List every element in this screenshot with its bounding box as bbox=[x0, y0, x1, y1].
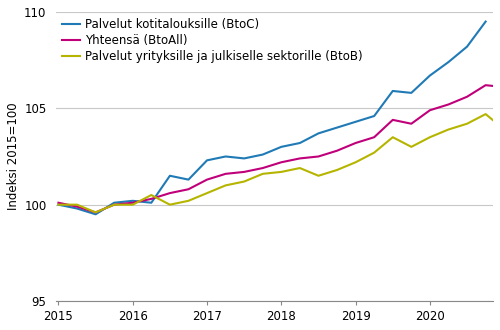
Palvelut yrityksille ja julkiselle sektorille (BtoB) bbox=[186, 199, 192, 203]
Palvelut yrityksille ja julkiselle sektorille (BtoB) bbox=[464, 122, 470, 126]
Y-axis label: Indeksi 2015=100: Indeksi 2015=100 bbox=[7, 103, 20, 210]
Palvelut yrityksille ja julkiselle sektorille (BtoB) bbox=[390, 135, 396, 139]
Palvelut kotitalouksille (BtoC) bbox=[390, 89, 396, 93]
Yhteensä (BtoAll) bbox=[297, 156, 303, 160]
Yhteensä (BtoAll) bbox=[92, 211, 98, 214]
Palvelut yrityksille ja julkiselle sektorille (BtoB) bbox=[334, 168, 340, 172]
Yhteensä (BtoAll) bbox=[371, 135, 377, 139]
Palvelut kotitalouksille (BtoC) bbox=[130, 199, 136, 203]
Yhteensä (BtoAll) bbox=[316, 154, 322, 158]
Yhteensä (BtoAll) bbox=[130, 201, 136, 205]
Palvelut kotitalouksille (BtoC) bbox=[56, 203, 62, 207]
Palvelut kotitalouksille (BtoC) bbox=[446, 60, 452, 64]
Palvelut kotitalouksille (BtoC) bbox=[464, 45, 470, 49]
Yhteensä (BtoAll) bbox=[241, 170, 247, 174]
Palvelut kotitalouksille (BtoC) bbox=[222, 154, 228, 158]
Palvelut kotitalouksille (BtoC) bbox=[371, 114, 377, 118]
Palvelut yrityksille ja julkiselle sektorille (BtoB) bbox=[427, 135, 433, 139]
Palvelut kotitalouksille (BtoC) bbox=[74, 207, 80, 211]
Palvelut yrityksille ja julkiselle sektorille (BtoB) bbox=[222, 183, 228, 187]
Yhteensä (BtoAll) bbox=[334, 149, 340, 153]
Yhteensä (BtoAll) bbox=[482, 83, 488, 87]
Palvelut kotitalouksille (BtoC) bbox=[260, 152, 266, 156]
Palvelut yrityksille ja julkiselle sektorille (BtoB) bbox=[92, 211, 98, 214]
Palvelut kotitalouksille (BtoC) bbox=[167, 174, 173, 178]
Palvelut kotitalouksille (BtoC) bbox=[278, 145, 284, 149]
Yhteensä (BtoAll) bbox=[446, 103, 452, 107]
Palvelut kotitalouksille (BtoC) bbox=[352, 120, 358, 124]
Palvelut kotitalouksille (BtoC) bbox=[204, 158, 210, 162]
Legend: Palvelut kotitalouksille (BtoC), Yhteensä (BtoAll), Palvelut yrityksille ja julk: Palvelut kotitalouksille (BtoC), Yhteens… bbox=[60, 16, 364, 65]
Yhteensä (BtoAll) bbox=[204, 178, 210, 182]
Palvelut kotitalouksille (BtoC) bbox=[334, 126, 340, 130]
Palvelut yrityksille ja julkiselle sektorille (BtoB) bbox=[352, 160, 358, 164]
Yhteensä (BtoAll) bbox=[222, 172, 228, 176]
Palvelut kotitalouksille (BtoC) bbox=[186, 178, 192, 182]
Yhteensä (BtoAll) bbox=[167, 191, 173, 195]
Palvelut kotitalouksille (BtoC) bbox=[92, 212, 98, 216]
Yhteensä (BtoAll) bbox=[186, 187, 192, 191]
Palvelut yrityksille ja julkiselle sektorille (BtoB) bbox=[167, 203, 173, 207]
Line: Palvelut yrityksille ja julkiselle sektorille (BtoB): Palvelut yrityksille ja julkiselle sekto… bbox=[58, 108, 500, 213]
Yhteensä (BtoAll) bbox=[74, 205, 80, 209]
Palvelut yrityksille ja julkiselle sektorille (BtoB) bbox=[482, 112, 488, 116]
Palvelut yrityksille ja julkiselle sektorille (BtoB) bbox=[56, 203, 62, 207]
Palvelut yrityksille ja julkiselle sektorille (BtoB) bbox=[316, 174, 322, 178]
Palvelut kotitalouksille (BtoC) bbox=[241, 156, 247, 160]
Yhteensä (BtoAll) bbox=[278, 160, 284, 164]
Palvelut yrityksille ja julkiselle sektorille (BtoB) bbox=[241, 180, 247, 183]
Yhteensä (BtoAll) bbox=[260, 166, 266, 170]
Palvelut kotitalouksille (BtoC) bbox=[316, 131, 322, 135]
Palvelut yrityksille ja julkiselle sektorille (BtoB) bbox=[260, 172, 266, 176]
Yhteensä (BtoAll) bbox=[56, 201, 62, 205]
Palvelut kotitalouksille (BtoC) bbox=[111, 201, 117, 205]
Palvelut yrityksille ja julkiselle sektorille (BtoB) bbox=[130, 203, 136, 207]
Line: Yhteensä (BtoAll): Yhteensä (BtoAll) bbox=[58, 81, 500, 213]
Palvelut kotitalouksille (BtoC) bbox=[427, 74, 433, 78]
Palvelut yrityksille ja julkiselle sektorille (BtoB) bbox=[148, 193, 154, 197]
Yhteensä (BtoAll) bbox=[111, 203, 117, 207]
Yhteensä (BtoAll) bbox=[148, 197, 154, 201]
Yhteensä (BtoAll) bbox=[352, 141, 358, 145]
Palvelut yrityksille ja julkiselle sektorille (BtoB) bbox=[371, 151, 377, 155]
Palvelut yrityksille ja julkiselle sektorille (BtoB) bbox=[74, 203, 80, 207]
Palvelut kotitalouksille (BtoC) bbox=[482, 19, 488, 23]
Palvelut kotitalouksille (BtoC) bbox=[408, 91, 414, 95]
Palvelut kotitalouksille (BtoC) bbox=[297, 141, 303, 145]
Yhteensä (BtoAll) bbox=[408, 122, 414, 126]
Palvelut kotitalouksille (BtoC) bbox=[148, 201, 154, 205]
Palvelut yrityksille ja julkiselle sektorille (BtoB) bbox=[278, 170, 284, 174]
Yhteensä (BtoAll) bbox=[427, 108, 433, 112]
Line: Palvelut kotitalouksille (BtoC): Palvelut kotitalouksille (BtoC) bbox=[58, 21, 486, 214]
Palvelut yrityksille ja julkiselle sektorille (BtoB) bbox=[446, 127, 452, 131]
Yhteensä (BtoAll) bbox=[390, 118, 396, 122]
Palvelut yrityksille ja julkiselle sektorille (BtoB) bbox=[297, 166, 303, 170]
Palvelut yrityksille ja julkiselle sektorille (BtoB) bbox=[111, 203, 117, 207]
Palvelut yrityksille ja julkiselle sektorille (BtoB) bbox=[204, 191, 210, 195]
Yhteensä (BtoAll) bbox=[464, 95, 470, 99]
Palvelut yrityksille ja julkiselle sektorille (BtoB) bbox=[408, 145, 414, 149]
